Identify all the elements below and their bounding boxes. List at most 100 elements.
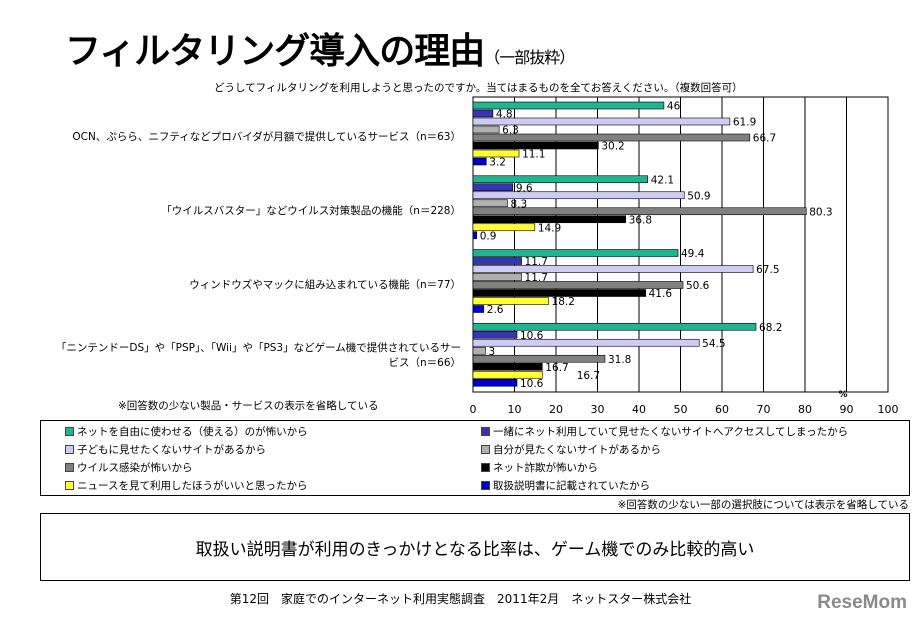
legend-swatch	[481, 427, 490, 436]
data-label: 41.6	[649, 288, 673, 300]
data-label: 68.2	[759, 322, 782, 334]
data-label: 4.8	[496, 109, 513, 121]
legend-swatch	[65, 481, 74, 490]
legend-label: 自分が見たくないサイトがあるから	[493, 444, 661, 456]
summary-message: 取扱い説明書が利用のきっかけとなる比率は、ゲーム機でのみ比較的高い	[40, 513, 910, 581]
data-label: 80.3	[809, 206, 832, 218]
bar	[472, 322, 757, 331]
legend-label: ウイルス感染が怖いから	[77, 462, 193, 474]
category-label: 「ニンテンドーDS」や「PSP」、「Wii」や「PS3」などゲーム機で提供されて…	[55, 342, 461, 370]
title-suffix: （一部抜粋）	[484, 48, 575, 67]
legend-item: ニュースを見て利用したほうがいいと思ったから	[65, 478, 307, 493]
data-label: 11.7	[525, 272, 548, 284]
x-tick-label: 40	[632, 403, 646, 416]
bar	[472, 223, 536, 232]
legend-item: 自分が見たくないサイトがあるから	[481, 442, 661, 457]
bar	[472, 305, 485, 313]
data-label: 9.6	[516, 182, 533, 194]
bar	[472, 149, 520, 158]
legend-item: ネット詐欺が怖いから	[481, 460, 598, 475]
data-label: 49.4	[681, 248, 705, 260]
bar	[472, 265, 754, 273]
data-label: 61.9	[733, 117, 756, 129]
bar	[472, 175, 649, 184]
bar	[472, 338, 700, 347]
data-label: 8.3	[510, 198, 527, 210]
data-label: 16.7	[577, 370, 600, 382]
bar	[472, 249, 679, 257]
data-label: 42.1	[651, 174, 674, 186]
legend-swatch	[481, 481, 490, 490]
legend-label: ネット詐欺が怖いから	[493, 462, 598, 474]
x-tick-label: 0	[470, 403, 477, 416]
data-label: 66.7	[753, 133, 776, 145]
legend-label: ネットを自由に使わせる（使える）のが怖いから	[77, 426, 308, 438]
legend-swatch	[481, 463, 490, 472]
bar	[472, 157, 487, 166]
bar-chart: 0 10 20 30 40 50 60 70 80 90 100% 46 4.8 61.9 6.3 66.7 3…	[470, 96, 899, 416]
data-label: 3	[488, 346, 495, 358]
legend-label: 取扱説明書に記載されていたから	[493, 480, 651, 492]
data-label: 11.1	[522, 149, 545, 161]
bar	[472, 354, 606, 363]
legend-swatch	[481, 445, 490, 454]
bar	[472, 231, 478, 240]
bar	[472, 273, 522, 281]
bar	[472, 215, 627, 224]
data-label: 3.2	[489, 157, 506, 169]
resemom-logo: ReseMom	[817, 592, 907, 613]
data-label: 30.2	[601, 141, 624, 153]
data-label: 14.9	[538, 222, 561, 234]
x-tick-label: 100	[878, 403, 899, 416]
x-tick-label: 10	[508, 403, 522, 416]
source-footer: 第12回 家庭でのインターネット利用実態調査 2011年2月 ネットスター株式会…	[229, 592, 692, 606]
legend-swatch	[65, 445, 74, 454]
data-label: 0.9	[480, 230, 497, 242]
survey-question: どうしてフィルタリングを利用しようと思ったのですか。当てはまるものを全てお答えく…	[214, 82, 743, 94]
bar	[472, 117, 731, 126]
products-note: ※回答数の少ない製品・サービスの表示を省略している	[118, 400, 379, 412]
bar	[472, 141, 599, 150]
legend-item: 一緒にネット利用していて見せたくないサイトへアクセスしてしまったから	[481, 424, 848, 439]
bar	[472, 199, 508, 208]
bar	[472, 370, 543, 379]
legend-item: ウイルス感染が怖いから	[65, 460, 193, 475]
bar	[472, 346, 486, 355]
page-title-text: フィルタリング導入の理由	[65, 31, 485, 72]
data-label: 16.7	[545, 362, 568, 374]
x-tick-label: 20	[549, 403, 563, 416]
legend-label: 子どもに見せたくないサイトがあるから	[77, 444, 266, 456]
bar	[472, 183, 514, 192]
legend-item: 取扱説明書に記載されていたから	[481, 478, 650, 493]
data-label: 31.8	[608, 354, 631, 366]
bar	[472, 133, 751, 142]
data-label: 10.6	[520, 378, 544, 390]
data-label: 2.6	[487, 304, 504, 316]
legend-item: ネットを自由に使わせる（使える）のが怖いから	[65, 424, 308, 439]
bar	[472, 109, 494, 118]
page-title: フィルタリング導入の理由（一部抜粋）	[65, 22, 575, 74]
x-tick-label: 80	[798, 403, 812, 416]
bar	[472, 101, 665, 110]
options-note: ※回答数の少ない一部の選択肢については表示を省略している	[617, 499, 909, 511]
legend-swatch	[65, 463, 74, 472]
x-tick-label: 50	[674, 403, 688, 416]
bar	[472, 378, 518, 387]
data-label: 10.6	[520, 330, 544, 342]
bar	[472, 125, 500, 134]
category-label: OCN、ぷらら、ニフティなどプロバイダが月額で提供しているサービス（n＝63）	[72, 131, 461, 143]
x-tick-label: 60	[715, 403, 729, 416]
bar	[472, 362, 543, 371]
bar	[472, 281, 684, 289]
data-label: 11.7	[525, 256, 548, 268]
data-label: 50.9	[687, 190, 710, 202]
x-tick-label: 90	[840, 403, 854, 416]
data-label: 50.6	[686, 280, 710, 292]
category-label: ウィンドウズやマックに組み込まれている機能（n＝77）	[189, 278, 461, 291]
data-label: 18.2	[552, 296, 575, 308]
legend-item: 子どもに見せたくないサイトがあるから	[65, 442, 266, 457]
legend-label: ニュースを見て利用したほうがいいと思ったから	[77, 480, 308, 492]
legend: ネットを自由に使わせる（使える）のが怖いから 一緒にネット利用していて見せたくない…	[40, 420, 910, 496]
bar	[472, 207, 807, 216]
